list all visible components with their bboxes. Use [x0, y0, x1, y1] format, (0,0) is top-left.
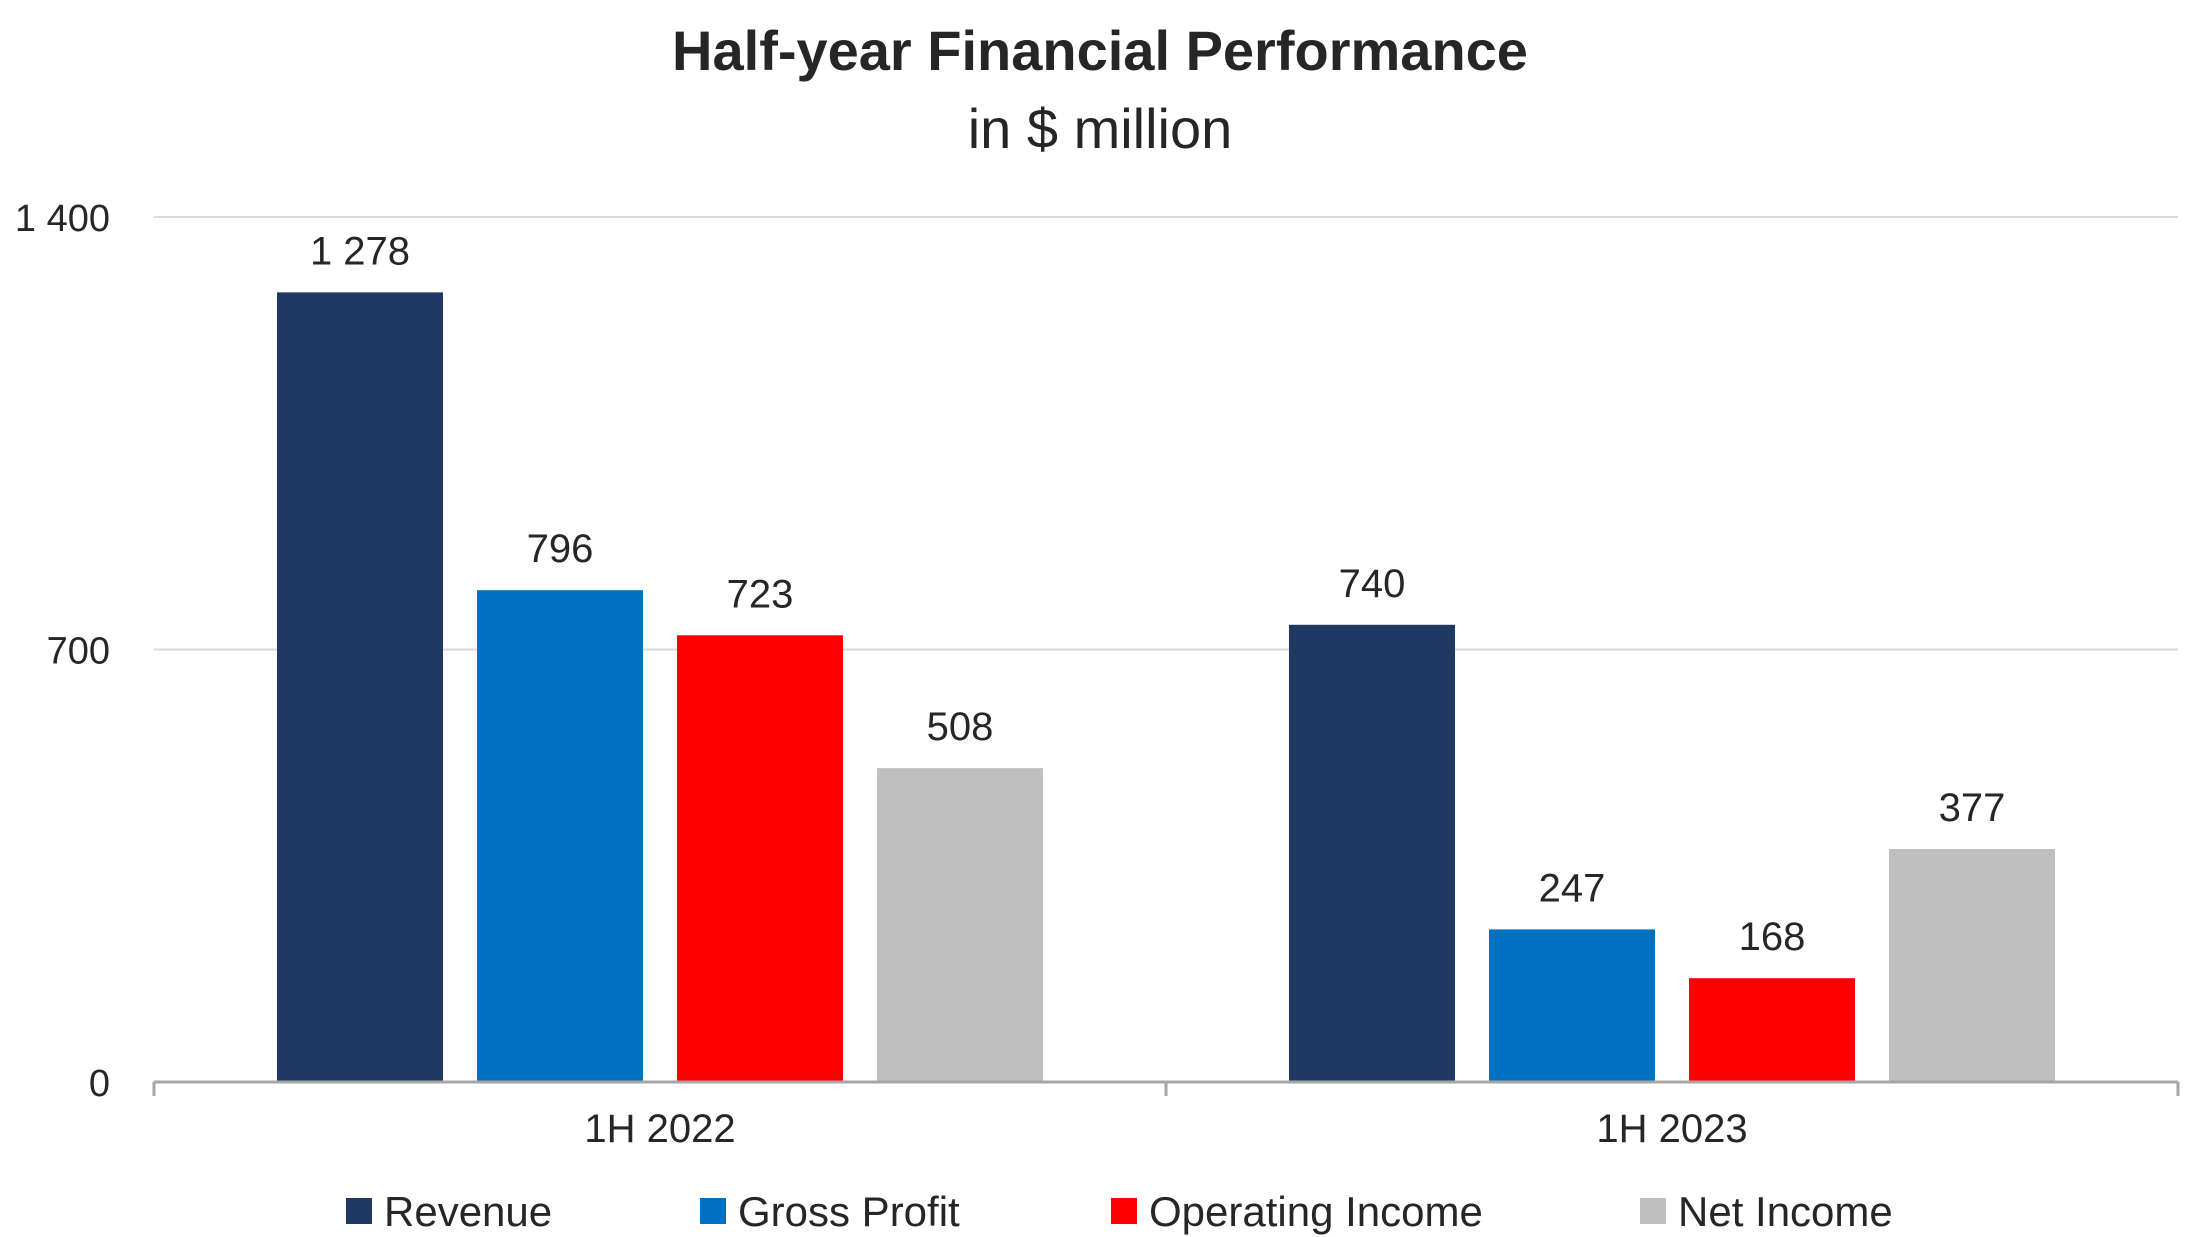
y-tick-label: 1 400 — [15, 198, 110, 240]
x-category-label: 1H 2023 — [1596, 1107, 1747, 1151]
data-label: 723 — [727, 572, 794, 616]
bar-gross-profit — [1489, 929, 1655, 1082]
legend-swatch — [700, 1198, 726, 1224]
data-label: 508 — [927, 705, 994, 749]
gridlines — [154, 216, 2178, 651]
y-tick-label: 0 — [89, 1063, 110, 1105]
chart-title: Half-year Financial Performance — [672, 19, 1528, 82]
legend-label: Operating Income — [1149, 1188, 1483, 1235]
bar-net-income — [877, 768, 1043, 1082]
y-tick-label: 700 — [47, 631, 110, 673]
data-label: 168 — [1739, 915, 1806, 959]
legend: Revenue Gross Profit Operating Income Net I… — [346, 1188, 1893, 1235]
data-label: 740 — [1339, 562, 1406, 606]
data-label: 247 — [1539, 866, 1606, 910]
x-category-label: 1H 2022 — [584, 1107, 735, 1151]
chart-subtitle: in $ million — [968, 97, 1233, 160]
y-axis-tick-labels: 0 700 1 400 — [15, 198, 110, 1105]
bar-gross-profit — [477, 590, 643, 1082]
bar-operating-income — [677, 635, 843, 1082]
bar-revenue — [277, 292, 443, 1083]
data-label: 1 278 — [310, 229, 410, 273]
data-label: 796 — [527, 527, 594, 571]
bars — [277, 292, 2055, 1083]
legend-label: Net Income — [1678, 1188, 1893, 1235]
legend-swatch — [346, 1198, 372, 1224]
legend-label: Revenue — [384, 1188, 552, 1235]
legend-swatch — [1111, 1198, 1137, 1224]
x-axis: 1H 2022 1H 2023 — [152, 1080, 2180, 1151]
legend-label: Gross Profit — [738, 1188, 960, 1235]
data-label: 377 — [1939, 786, 2006, 830]
bar-revenue — [1289, 624, 1455, 1082]
bar-operating-income — [1689, 978, 1855, 1082]
legend-swatch — [1640, 1198, 1666, 1224]
bar-net-income — [1889, 849, 2055, 1082]
data-labels: 1 278 796 723 508 740 247 168 377 — [310, 229, 2005, 959]
